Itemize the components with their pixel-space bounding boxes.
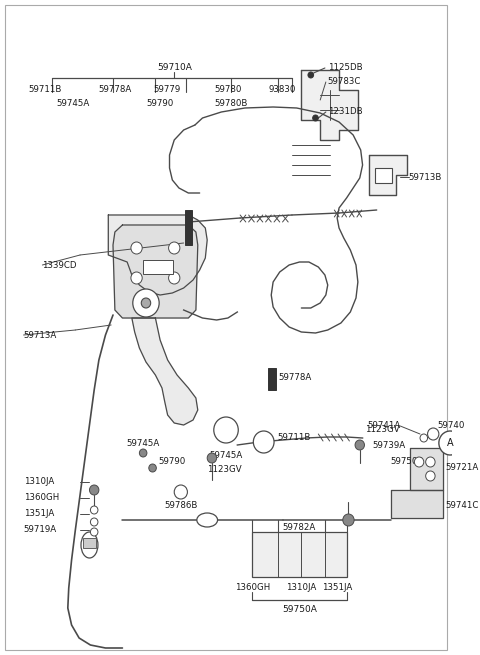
Circle shape	[420, 434, 428, 442]
Text: 59740: 59740	[437, 422, 464, 430]
Text: 59711B: 59711B	[278, 434, 311, 443]
Text: 59750A: 59750A	[282, 605, 317, 614]
Text: 59786B: 59786B	[164, 500, 197, 510]
Polygon shape	[409, 448, 443, 490]
Circle shape	[312, 115, 318, 121]
Circle shape	[149, 464, 156, 472]
Circle shape	[141, 298, 151, 308]
Text: 1310JA: 1310JA	[24, 477, 54, 487]
Text: 59790: 59790	[158, 457, 185, 466]
Text: 1351JA: 1351JA	[24, 510, 54, 519]
Circle shape	[90, 518, 98, 526]
Text: 59790: 59790	[146, 98, 173, 107]
Text: 59713A: 59713A	[24, 331, 57, 339]
FancyBboxPatch shape	[252, 532, 347, 577]
Polygon shape	[369, 155, 407, 195]
Polygon shape	[108, 215, 207, 295]
Circle shape	[90, 506, 98, 514]
Text: 93830: 93830	[268, 86, 296, 94]
Polygon shape	[391, 490, 443, 518]
Circle shape	[343, 514, 354, 526]
Text: 59745A: 59745A	[127, 438, 160, 447]
Text: 59713B: 59713B	[409, 172, 442, 181]
Text: 59780B: 59780B	[215, 98, 248, 107]
FancyBboxPatch shape	[375, 168, 392, 183]
Circle shape	[131, 242, 142, 254]
Circle shape	[174, 485, 187, 499]
Text: 1125DB: 1125DB	[328, 64, 362, 73]
Circle shape	[355, 440, 364, 450]
Ellipse shape	[197, 513, 217, 527]
Circle shape	[207, 453, 216, 463]
Text: 59719A: 59719A	[24, 525, 57, 534]
Text: 59783C: 59783C	[328, 77, 361, 86]
FancyBboxPatch shape	[143, 260, 173, 274]
FancyBboxPatch shape	[83, 538, 96, 548]
Text: 59710A: 59710A	[157, 64, 192, 73]
Text: 59745A: 59745A	[57, 98, 90, 107]
Text: 59711B: 59711B	[28, 86, 61, 94]
Circle shape	[90, 528, 98, 536]
Text: 59782A: 59782A	[283, 523, 316, 531]
Text: 59741A: 59741A	[367, 422, 400, 430]
Text: 59780: 59780	[215, 86, 242, 94]
Circle shape	[428, 428, 439, 440]
Text: 59779: 59779	[154, 86, 181, 94]
Text: 1123GV: 1123GV	[207, 466, 241, 474]
Text: 59721A: 59721A	[445, 464, 479, 472]
FancyBboxPatch shape	[185, 210, 192, 245]
Circle shape	[426, 471, 435, 481]
Circle shape	[426, 457, 435, 467]
Text: 59778A: 59778A	[99, 86, 132, 94]
Ellipse shape	[81, 532, 98, 558]
Circle shape	[168, 272, 180, 284]
Text: 59745A: 59745A	[209, 451, 243, 460]
Circle shape	[439, 431, 461, 455]
Circle shape	[308, 72, 313, 78]
Text: 1310JA: 1310JA	[286, 584, 316, 593]
FancyBboxPatch shape	[268, 368, 276, 390]
Text: 1360GH: 1360GH	[235, 584, 270, 593]
Text: 1123GV: 1123GV	[365, 426, 400, 434]
Circle shape	[414, 457, 424, 467]
Text: 59750B: 59750B	[391, 457, 424, 466]
Text: 1360GH: 1360GH	[24, 493, 59, 502]
Polygon shape	[132, 318, 198, 425]
Text: 59778A: 59778A	[279, 373, 312, 381]
Circle shape	[139, 449, 147, 457]
Text: 1339CD: 1339CD	[42, 261, 77, 269]
Polygon shape	[301, 70, 358, 140]
Text: 59741C: 59741C	[445, 500, 479, 510]
Circle shape	[89, 485, 99, 495]
Text: 59739A: 59739A	[372, 441, 405, 449]
Circle shape	[214, 417, 238, 443]
Text: 1351JA: 1351JA	[322, 584, 352, 593]
Circle shape	[131, 272, 142, 284]
Circle shape	[168, 242, 180, 254]
Circle shape	[133, 289, 159, 317]
Circle shape	[253, 431, 274, 453]
Text: 1231DB: 1231DB	[328, 107, 362, 117]
Text: A: A	[447, 438, 454, 448]
Polygon shape	[113, 225, 198, 318]
